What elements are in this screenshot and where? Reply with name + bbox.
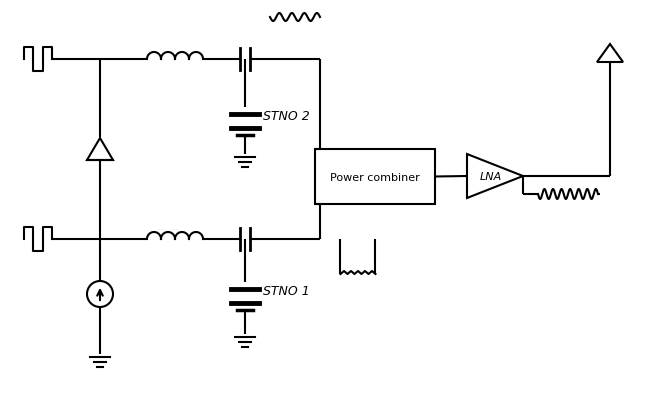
Text: STNO 2: STNO 2 <box>263 110 309 123</box>
Text: LNA: LNA <box>480 172 502 181</box>
Text: Power combiner: Power combiner <box>330 172 420 182</box>
Text: STNO 1: STNO 1 <box>263 284 309 297</box>
Bar <box>315 149 435 205</box>
